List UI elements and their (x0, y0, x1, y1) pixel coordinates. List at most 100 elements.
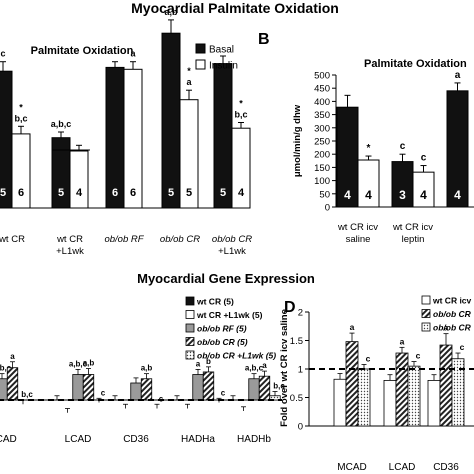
panel-a-sig-label: b,c (234, 110, 247, 120)
panel-a-tick-label: wt CR (56, 234, 83, 245)
panel-b-y-tick-label: 200 (314, 150, 330, 161)
panel-b-n-label: 4 (454, 188, 461, 202)
panel-c-bar (140, 378, 153, 401)
panel-d-bar (357, 368, 371, 427)
panel-c-bar (202, 371, 215, 401)
panel-a-n-label: 5 (58, 187, 64, 199)
panel-a-legend-label: Insulin (209, 61, 238, 72)
panel-b-y-tick-label: 150 (314, 163, 330, 174)
panel-c-legend-label: ob/ob CR +L1wk (5) (197, 351, 276, 361)
panel-b-letter: B (258, 31, 270, 48)
panel-d-bar (395, 352, 409, 427)
panel-c-legend-swatch (185, 296, 195, 306)
panel-a-tick-label: ob/ob CR (212, 234, 252, 245)
panel-a-sig-label: a,b (164, 7, 178, 17)
panel-a-sig-label: b,c (14, 113, 27, 123)
panel-c-sig-label: b (206, 357, 211, 366)
panel-a-n-label: 5 (186, 187, 192, 199)
panel-a-legend-label: Basal (209, 45, 234, 56)
panel-c-sig-label: b,c (273, 382, 285, 391)
panel-b-y-label: μmol/min/g dhw (292, 104, 303, 177)
panel-c-legend-swatch (185, 337, 195, 346)
panel-a-tick-label: ob/ob RF (104, 234, 144, 245)
panel-a-title: Palmitate Oxidation (31, 45, 134, 57)
panel-b-y-tick-label: 300 (314, 123, 330, 134)
panel-b-tick-label: saline (346, 234, 371, 245)
panel-b-tick-label: wt CR icv (392, 222, 433, 233)
panel-a-n-label: 6 (112, 187, 118, 199)
panel-a-legend-swatch (195, 43, 206, 54)
panel-b-y-tick-label: 250 (314, 137, 330, 148)
panel-c-sig-label: a (10, 352, 15, 361)
panel-c-sig-label: a (262, 361, 267, 370)
panel-d-sig-label: a (444, 323, 449, 333)
panel-c-tick-label: HADHa (181, 434, 215, 445)
panel-d-y-tick-label: 0 (298, 422, 303, 433)
panel-b-tick-label: leptin (402, 234, 425, 245)
panel-c-bar (72, 374, 84, 401)
figure-middle-title: Myocardial Gene Expression (137, 271, 315, 286)
panel-c-legend-swatch (185, 350, 195, 360)
panel-b-sig-label: c (400, 141, 406, 152)
panel-d-bar (427, 379, 441, 427)
panel-c-sig-label: a,b,c (245, 364, 264, 373)
panel-b-y-tick-label: 100 (314, 176, 330, 187)
panel-b-y-tick-label: 450 (314, 84, 330, 95)
panel-c-sig-label: c (159, 394, 164, 403)
figure-top-title: Myocardial Palmitate Oxidation (131, 0, 339, 16)
panel-a-tick-label: wt CR (0, 234, 25, 245)
panel-a-sig-label: a (130, 49, 136, 59)
panel-c-sig-label: a,b (83, 359, 95, 368)
panel-d-y-tick-label: 1 (298, 365, 303, 376)
panel-b-n-label: 4 (365, 188, 372, 202)
panel-c-bar (192, 374, 204, 401)
panel-c-bar (248, 378, 260, 401)
panel-a-sig-label: * (19, 102, 23, 112)
panel-c-bar (258, 375, 271, 401)
panel-a-bar (161, 32, 181, 209)
panel-c-legend-label: wt CR +L1wk (5) (196, 310, 263, 320)
panel-d-y-tick-label: 1.5 (290, 336, 303, 347)
panel-c-tick-label: CD36 (123, 434, 149, 445)
panel-d-y-tick-label: 0.5 (290, 393, 303, 404)
panel-c-legend-label: ob/ob RF (5) (197, 324, 247, 334)
panel-d-bar (383, 379, 397, 427)
panel-d-bar (439, 344, 453, 427)
panel-d-y-label: Fold over wt CR icv saline (279, 309, 290, 427)
panel-c-tick-label: LCAD (65, 434, 92, 445)
panel-d-bar (345, 341, 359, 427)
panel-d-y-tick-label: 2 (298, 308, 303, 319)
panel-a-tick-label: +L1wk (218, 246, 246, 257)
panel-b-y-tick-label: 350 (314, 110, 330, 121)
panel-b-n-label: 4 (344, 188, 351, 202)
panel-b-y-tick-label: 400 (314, 97, 330, 108)
panel-d-letter: D (284, 299, 296, 316)
panel-d-tick-label: CD36 (433, 462, 459, 473)
panel-d-sig-label: a (350, 322, 355, 332)
panel-d-sig-label: c (460, 342, 465, 352)
panel-a-tick-label: +L1wk (56, 246, 84, 257)
panel-b-title: Palmitate Oxidation (364, 58, 467, 70)
panel-c-legend-swatch (185, 323, 195, 333)
panel-a-n-label: 5 (220, 187, 226, 199)
panel-c-sig-label: a,b (141, 364, 153, 373)
panel-c-legend-label: ob/ob CR (5) (197, 337, 248, 347)
panel-c-bar (6, 367, 19, 401)
panel-d-bar (407, 365, 421, 427)
panel-a-sig-label: a (186, 77, 192, 87)
panel-d-legend-label: ob/ob CR (433, 323, 472, 333)
panel-c-sig-label: a,b,c (69, 359, 88, 368)
panel-a-n-label: 4 (238, 187, 245, 199)
panel-c-sig-label: b,c (21, 390, 33, 399)
panel-c-bar (130, 382, 142, 401)
panel-b-tick-label: wt CR icv (337, 222, 378, 233)
panel-c-sig-label: c (221, 388, 226, 397)
panel-a-n-label: 6 (130, 187, 136, 199)
panel-c-legend-swatch (185, 310, 195, 319)
panel-a-n-label: 6 (18, 187, 24, 199)
panel-b-n-label: 4 (420, 188, 427, 202)
panel-a-n-label: 5 (0, 187, 6, 199)
panel-d-legend-swatch (421, 309, 431, 318)
panel-a-sig-label: c (0, 49, 5, 59)
panel-c-bar (82, 374, 95, 401)
